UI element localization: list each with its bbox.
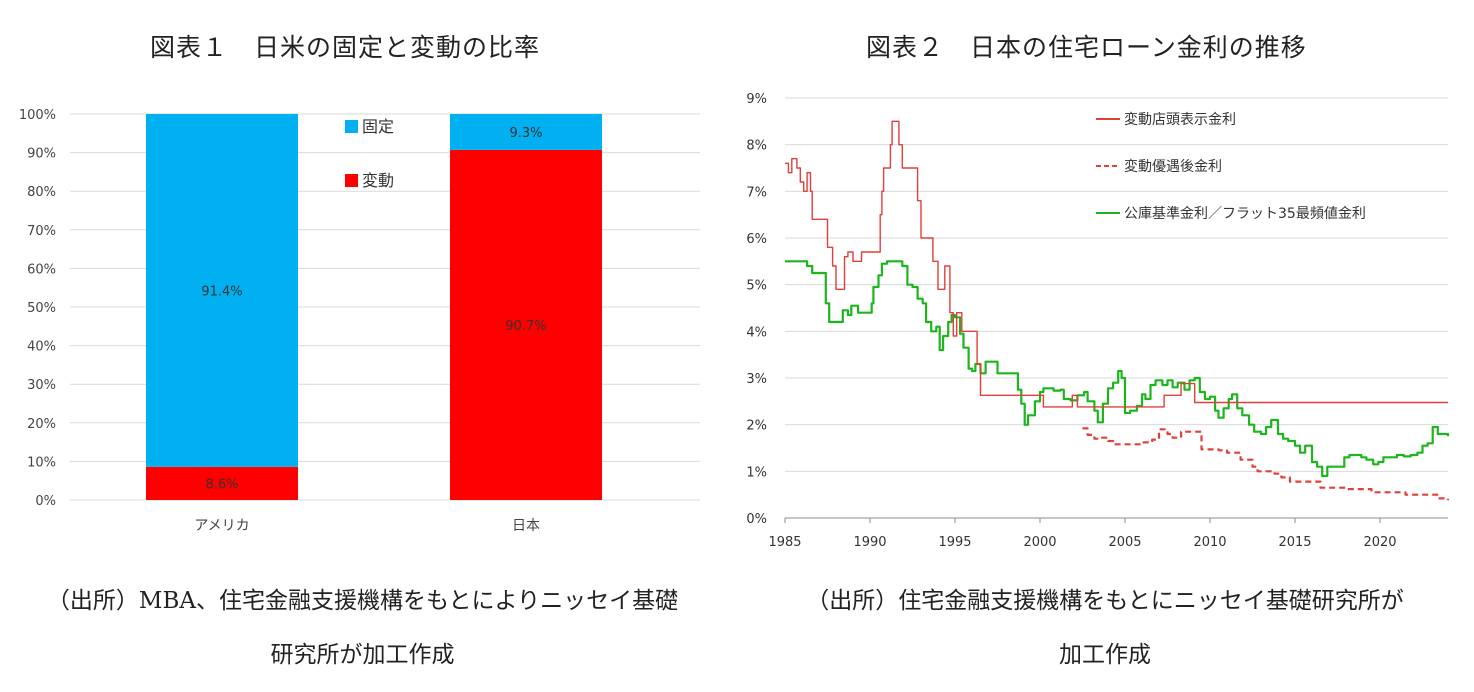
data-label: 91.4% (201, 284, 242, 299)
y-tick-label: 0% (746, 512, 767, 527)
legend-swatch (345, 174, 358, 187)
chart2-title: 図表２ 日本の住宅ローン金利の推移 (866, 33, 1307, 62)
y-tick-label: 50% (27, 301, 56, 316)
y-tick-label: 20% (27, 417, 56, 432)
x-category-label: 日本 (512, 518, 540, 534)
y-tick-label: 8% (746, 139, 767, 154)
data-label: 8.6% (205, 477, 238, 492)
legend-swatch (345, 120, 358, 133)
x-category-label: アメリカ (194, 518, 249, 534)
series-line (785, 260, 1450, 478)
y-tick-label: 9% (746, 92, 767, 107)
chart1-source: （出所）MBA、住宅金融支援機構をもとによりニッセイ基礎 研究所が加工作成 (0, 574, 725, 682)
line-chart: 0% 1% 2% 3% 4% 5% 6% 7% 8% 9% 1985 1990 1995 2000 2005… (746, 92, 1450, 550)
y-tick-label: 10% (27, 455, 56, 470)
chart1-title: 図表１ 日米の固定と変動の比率 (150, 33, 541, 62)
legend-label: 変動 (362, 171, 394, 190)
y-tick-label: 1% (746, 465, 767, 480)
x-tick-label: 2005 (1108, 535, 1141, 550)
x-tick-label: 2015 (1278, 535, 1311, 550)
y-tick-label: 0% (35, 494, 56, 509)
x-tick-label: 2010 (1193, 535, 1226, 550)
y-tick-label: 4% (746, 325, 767, 340)
chart1-source-line2: 研究所が加工作成 (270, 642, 455, 668)
x-tick-label: 1985 (768, 535, 801, 550)
data-label: 90.7% (505, 319, 546, 334)
chart2-source: （出所）住宅金融支援機構をもとにニッセイ基礎研究所が 加工作成 (745, 574, 1465, 682)
y-tick-label: 5% (746, 279, 767, 294)
x-tick-label: 2020 (1363, 535, 1396, 550)
x-tick-label: 1990 (853, 535, 886, 550)
y-tick-label: 90% (27, 147, 56, 162)
y-tick-label: 7% (746, 185, 767, 200)
bar-segment (146, 466, 298, 500)
legend-label: 公庫基準金利／フラット35最頻値金利 (1124, 205, 1366, 222)
bar-segment (450, 114, 602, 150)
y-tick-label: 3% (746, 372, 767, 387)
y-tick-label: 100% (19, 108, 56, 123)
stacked-bar-chart: 0% 10% 20% 30% 40% 50% 60% 70% 80% 90% 100% 8.6% 91.… (19, 108, 700, 534)
legend-label: 変動優遇後金利 (1124, 158, 1222, 175)
bar-segment (146, 114, 298, 467)
x-tick-label: 2000 (1023, 535, 1056, 550)
y-tick-label: 30% (27, 378, 56, 393)
y-tick-label: 70% (27, 224, 56, 239)
data-label: 9.3% (509, 126, 542, 141)
chart2-source-line1: （出所）住宅金融支援機構をもとにニッセイ基礎研究所が (806, 588, 1404, 614)
legend-label: 固定 (362, 117, 394, 136)
chart1-source-line1: （出所）MBA、住宅金融支援機構をもとによりニッセイ基礎 (46, 588, 679, 614)
y-tick-label: 40% (27, 340, 56, 355)
bar-segment (450, 149, 602, 500)
y-tick-label: 2% (746, 419, 767, 434)
series-line (1082, 427, 1450, 501)
legend-label: 変動店頭表示金利 (1124, 111, 1236, 128)
series-line (785, 120, 1448, 408)
y-tick-label: 60% (27, 262, 56, 277)
y-tick-label: 6% (746, 232, 767, 247)
y-tick-label: 80% (27, 185, 56, 200)
chart2-source-line2: 加工作成 (1059, 642, 1151, 668)
x-tick-label: 1995 (938, 535, 971, 550)
